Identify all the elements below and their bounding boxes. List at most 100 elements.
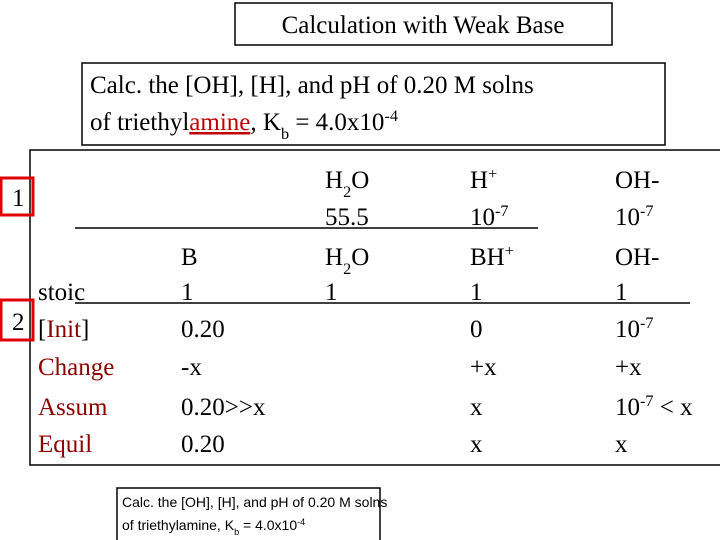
cell: OH-: [615, 167, 659, 194]
text-run: 10: [470, 204, 495, 231]
step-number: 2: [12, 309, 25, 336]
text-run: 10: [615, 204, 640, 231]
title-box: [234, 2, 613, 46]
note-line: of triethylamine, Kb = 4.0x10-4: [122, 517, 305, 537]
note-box: [116, 487, 381, 540]
cell: 10-7: [615, 314, 654, 343]
text-run: O: [351, 244, 369, 271]
text-run: 1: [615, 279, 628, 306]
cell: H2O: [325, 167, 369, 201]
row-label: stoic: [38, 279, 85, 306]
text-run: 0.20>>x: [181, 394, 266, 421]
step-box: [0, 176, 35, 217]
text-run: = 4.0x10: [289, 109, 384, 136]
supscript: -4: [384, 107, 398, 125]
text-run: 0.20: [181, 316, 225, 343]
subscript: b: [281, 125, 289, 143]
cell: BH+: [470, 242, 514, 271]
text-run: 10: [615, 316, 640, 343]
cell: 0: [470, 316, 483, 343]
text-run: O: [351, 167, 369, 194]
text-run: 1: [470, 279, 483, 306]
cell: 10-7 < x: [615, 392, 693, 421]
supscript: +: [505, 242, 514, 260]
text-run: H: [325, 167, 343, 194]
text-run: , K: [250, 109, 281, 136]
subscript: b: [234, 527, 239, 537]
text-run: +x: [470, 354, 497, 381]
note-line: Calc. the [OH], [H], and pH of 0.20 M so…: [122, 494, 387, 510]
cell: OH-: [615, 244, 659, 271]
problem-line: of triethylamine, Kb = 4.0x10-4: [90, 107, 398, 143]
supscript: -7: [640, 202, 654, 220]
text-run: 10: [615, 394, 640, 421]
cell: +x: [615, 354, 642, 381]
text-run: x: [470, 431, 483, 458]
text-run: stoic: [38, 279, 85, 306]
table-border: [29, 149, 720, 466]
text-run: BH: [470, 244, 505, 271]
cell: x: [470, 394, 483, 421]
cell: 1: [470, 279, 483, 306]
text-run: Assum: [38, 394, 108, 421]
text-run: 0: [470, 316, 483, 343]
text-run: x: [470, 394, 483, 421]
cell: x: [615, 431, 628, 458]
cell: +x: [470, 354, 497, 381]
text-run: amine: [189, 109, 250, 136]
text-run: ]: [81, 316, 89, 343]
text-run: 1: [325, 279, 338, 306]
row-label: Equil: [38, 431, 92, 458]
cell: x: [470, 431, 483, 458]
text-run: = 4.0x10: [239, 517, 297, 533]
row-label: [Init]: [38, 316, 89, 343]
text-run: Equil: [38, 431, 92, 458]
text-run: Calc. the [OH], [H], and pH of 0.20 M so…: [122, 494, 387, 510]
cell: 55.5: [325, 204, 369, 231]
problem-box: [81, 62, 666, 146]
step-box: [0, 298, 35, 342]
supscript: -4: [297, 517, 305, 527]
cell: H+: [470, 165, 497, 194]
text-run: OH-: [615, 167, 659, 194]
cell: 10-7: [615, 202, 654, 231]
cell: 0.20>>x: [181, 394, 266, 421]
cell: H2O: [325, 244, 369, 278]
row-label: Change: [38, 354, 114, 381]
title: Calculation with Weak Base: [282, 12, 565, 39]
text-run: of triethylamine, K: [122, 517, 235, 533]
supscript: -7: [640, 314, 654, 332]
text-run: 55.5: [325, 204, 369, 231]
supscript: +: [488, 165, 497, 183]
cell: 0.20: [181, 316, 225, 343]
cell: B: [181, 244, 198, 271]
text-run: [: [38, 316, 46, 343]
text-run: 1: [181, 279, 194, 306]
step-number: 1: [12, 185, 25, 212]
cell: 10-7: [470, 202, 509, 231]
text-run: H: [470, 167, 488, 194]
problem-line: Calc. the [OH], [H], and pH of 0.20 M so…: [90, 72, 534, 99]
text-run: of triethyl: [90, 109, 189, 136]
supscript: -7: [640, 392, 654, 410]
text-run: < x: [654, 394, 694, 421]
cell: 1: [615, 279, 628, 306]
supscript: -7: [495, 202, 509, 220]
subscript: 2: [343, 183, 351, 201]
text-run: -x: [181, 354, 202, 381]
text-run: B: [181, 244, 198, 271]
text-run: +x: [615, 354, 642, 381]
cell: -x: [181, 354, 202, 381]
text-run: Init: [46, 316, 81, 343]
text-run: x: [615, 431, 628, 458]
cell: 1: [181, 279, 194, 306]
text-run: H: [325, 244, 343, 271]
text-run: OH-: [615, 244, 659, 271]
row-label: Assum: [38, 394, 108, 421]
text-run: Calc. the [OH], [H], and pH of 0.20 M so…: [90, 72, 534, 99]
text-run: 0.20: [181, 431, 225, 458]
text-run: Change: [38, 354, 114, 381]
cell: 0.20: [181, 431, 225, 458]
cell: 1: [325, 279, 338, 306]
